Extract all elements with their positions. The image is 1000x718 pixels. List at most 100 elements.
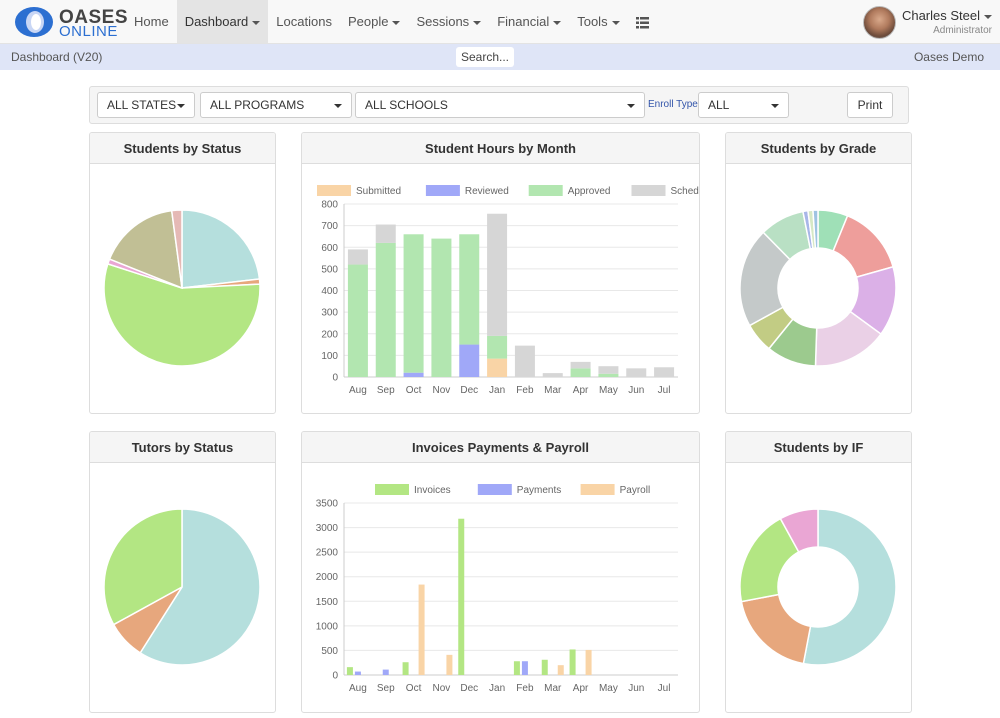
bar xyxy=(346,667,353,675)
bar xyxy=(354,671,361,675)
x-tick-label: Jul xyxy=(658,385,671,396)
panel-invoices-payments-payroll: Invoices Payments & Payroll Invoices Paym… xyxy=(301,431,700,713)
y-tick-label: 200 xyxy=(321,329,338,340)
bar-segment xyxy=(347,249,368,265)
panel-title: Student Hours by Month xyxy=(302,133,699,164)
bar-segment xyxy=(487,335,508,359)
oases-logo[interactable]: OASES ONLINE xyxy=(14,5,128,40)
students-status-pie-chart xyxy=(103,209,261,367)
search-button[interactable]: Search... xyxy=(456,47,514,67)
bar-segment xyxy=(347,264,368,377)
bar-segment xyxy=(570,368,591,377)
pie-slice xyxy=(812,209,819,249)
bar-segment xyxy=(375,224,396,243)
logo-mark-icon xyxy=(15,7,53,37)
x-tick-label: Sep xyxy=(377,683,395,694)
legend-swatch xyxy=(580,484,615,495)
enroll-type-select[interactable]: ALL xyxy=(698,92,789,118)
bar-segment xyxy=(375,242,396,377)
x-tick-label: Nov xyxy=(433,683,451,694)
nav-item-label: Home xyxy=(134,14,169,29)
user-name: Charles Steel xyxy=(902,8,992,23)
bar xyxy=(585,649,592,675)
y-tick-label: 2500 xyxy=(316,548,339,559)
legend-swatch xyxy=(425,185,460,196)
x-tick-label: Jun xyxy=(628,385,644,396)
nav-item-sessions[interactable]: Sessions xyxy=(408,0,489,43)
panel-student-hours: Student Hours by Month Submitted Reviewed… xyxy=(301,132,700,414)
panel-title: Tutors by Status xyxy=(90,432,275,463)
avatar[interactable] xyxy=(862,5,896,39)
bar xyxy=(541,659,548,675)
legend-label: Reviewed xyxy=(465,186,509,197)
nav-item-dashboard[interactable]: Dashboard xyxy=(176,0,269,43)
programs-select-value: ALL PROGRAMS xyxy=(210,98,305,112)
nav-item-home[interactable]: Home xyxy=(126,0,177,43)
y-tick-label: 0 xyxy=(332,373,338,384)
legend-label: Payroll xyxy=(620,485,651,496)
nav-item-financial[interactable]: Financial xyxy=(489,0,569,43)
chevron-down-icon xyxy=(627,104,635,108)
x-tick-label: Dec xyxy=(460,385,478,396)
main-nav: Home Dashboard Locations People Sessions Fina… xyxy=(126,0,657,43)
bar-segment xyxy=(570,361,591,369)
bar xyxy=(569,649,576,675)
states-select[interactable]: ALL STATES xyxy=(97,92,195,118)
y-tick-label: 800 xyxy=(321,200,338,211)
y-tick-label: 3000 xyxy=(316,523,339,534)
x-tick-label: Dec xyxy=(460,683,478,694)
x-tick-label: Jan xyxy=(489,385,505,396)
panel-title: Students by Status xyxy=(90,133,275,164)
chevron-down-icon xyxy=(984,14,992,19)
user-role: Administrator xyxy=(933,25,992,36)
filter-bar: ALL STATES ALL PROGRAMS ALL SCHOOLS Enro… xyxy=(89,86,909,124)
dashboard-version: Dashboard (V20) xyxy=(11,50,103,64)
schools-select[interactable]: ALL SCHOOLS xyxy=(355,92,645,118)
legend-swatch xyxy=(375,484,409,495)
x-tick-label: Feb xyxy=(516,683,534,694)
enroll-type-value: ALL xyxy=(708,98,730,112)
nav-item-tools[interactable]: Tools xyxy=(569,0,627,43)
invoices-bar-chart: Invoices Payments Payroll 0 500 1000 1500 2000 2… xyxy=(316,484,678,694)
bar-segment xyxy=(459,344,480,377)
pie-slice xyxy=(181,209,261,289)
bar-segment xyxy=(459,234,480,345)
bar-segment xyxy=(403,234,424,373)
enroll-type-label: Enroll Type xyxy=(648,99,698,110)
legend-swatch xyxy=(528,185,563,196)
y-tick-label: 1000 xyxy=(316,621,339,632)
pie-slice xyxy=(170,209,183,289)
bar-segment xyxy=(598,373,619,377)
x-tick-label: Mar xyxy=(544,683,562,694)
y-tick-label: 600 xyxy=(321,243,338,254)
bar-segment xyxy=(626,368,647,377)
legend-swatch xyxy=(631,185,666,196)
y-tick-label: 300 xyxy=(321,308,338,319)
org-name: Oases Demo xyxy=(913,50,984,64)
y-tick-label: 0 xyxy=(332,671,338,682)
user-menu[interactable]: Charles Steel Administrator xyxy=(862,5,992,39)
nav-item-people[interactable]: People xyxy=(340,0,408,43)
bar-segment xyxy=(654,367,675,377)
y-tick-label: 1500 xyxy=(316,597,339,608)
states-select-value: ALL STATES xyxy=(107,98,177,112)
panel-tutors-by-status: Tutors by Status xyxy=(89,431,276,713)
x-tick-label: Oct xyxy=(406,385,422,396)
panel-students-by-status: Students by Status xyxy=(89,132,276,414)
x-tick-label: Apr xyxy=(573,683,589,694)
programs-select[interactable]: ALL PROGRAMS xyxy=(200,92,352,118)
x-tick-label: May xyxy=(599,683,618,694)
pie-slice xyxy=(139,508,261,666)
chevron-down-icon xyxy=(611,20,620,25)
chevron-down-icon xyxy=(771,104,779,108)
y-tick-label: 2000 xyxy=(316,572,339,583)
x-tick-label: Apr xyxy=(573,385,589,396)
y-tick-label: 700 xyxy=(321,221,338,232)
list-grid-icon[interactable] xyxy=(628,0,657,43)
y-tick-label: 400 xyxy=(321,286,338,297)
print-button[interactable]: Print xyxy=(847,92,893,118)
top-navbar: OASES ONLINE Home Dashboard Locations Peopl… xyxy=(0,0,1000,44)
nav-item-locations[interactable]: Locations xyxy=(268,0,340,43)
bar-segment xyxy=(431,238,452,377)
bar-segment xyxy=(542,373,563,377)
